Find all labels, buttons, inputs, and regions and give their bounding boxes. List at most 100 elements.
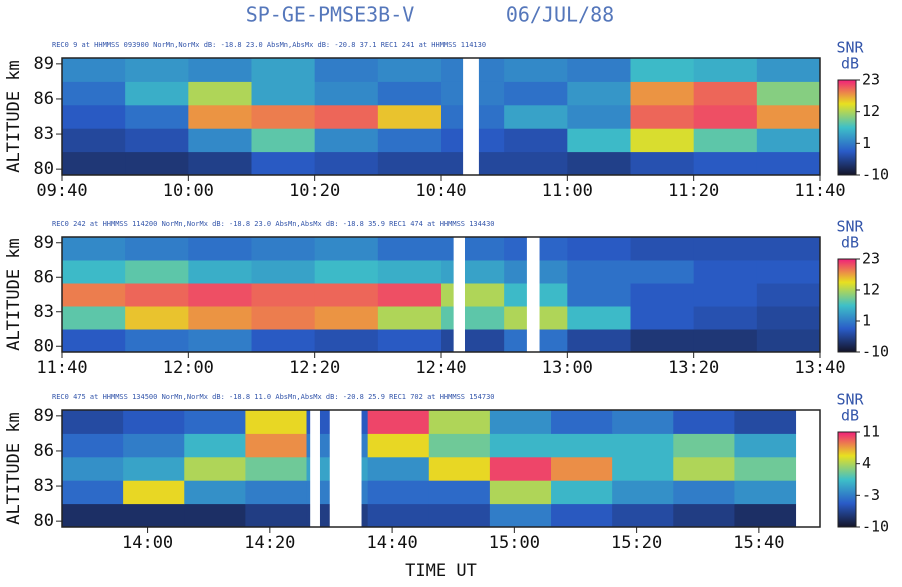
x-tick-label: 12:20 [289, 358, 340, 378]
cell [377, 283, 442, 307]
colorbar-label: SNR [836, 218, 864, 236]
x-tick-label: 15:20 [611, 533, 662, 553]
cell [612, 456, 674, 481]
y-tick-label: 80 [34, 511, 54, 531]
cell [62, 410, 124, 434]
cell [62, 503, 124, 527]
cell [567, 128, 631, 153]
cell [188, 151, 252, 175]
data-gap [453, 237, 466, 352]
cell [504, 151, 568, 175]
cell [314, 283, 379, 307]
colorbar-tick-label: 1 [862, 134, 871, 152]
data-gap [310, 410, 320, 527]
y-tick-label: 86 [34, 441, 54, 461]
cell [612, 480, 674, 505]
cell [184, 503, 246, 527]
cell [567, 329, 631, 352]
y-tick-label: 80 [34, 336, 54, 356]
cell [551, 503, 613, 527]
cell [630, 58, 695, 82]
cells [62, 410, 797, 527]
cell [693, 151, 758, 175]
cell [630, 104, 695, 129]
cell [693, 237, 758, 261]
colorbar-tick-label: 1 [862, 312, 871, 330]
y-tick-label: 83 [34, 124, 54, 144]
x-tick-label: 14:20 [244, 533, 295, 553]
y-axis-label: ALTITUDE km [4, 60, 24, 173]
cell [188, 104, 252, 129]
cell [551, 456, 613, 481]
y-tick-label: 89 [34, 54, 54, 74]
cell [62, 306, 126, 330]
cells [62, 58, 820, 175]
cell [504, 104, 568, 129]
cell [612, 433, 674, 458]
cell [441, 237, 505, 261]
cell [567, 283, 631, 307]
cell [673, 410, 735, 434]
cell [314, 128, 379, 153]
cell [251, 151, 316, 175]
cell [245, 503, 308, 527]
cell [489, 503, 552, 527]
cell [630, 260, 695, 284]
cell [693, 306, 758, 330]
x-tick-label: 14:00 [122, 533, 173, 553]
cell [125, 237, 189, 261]
cell [693, 81, 758, 106]
y-tick-label: 83 [34, 476, 54, 496]
cell [734, 480, 797, 505]
cell [441, 283, 505, 307]
cell [734, 456, 797, 481]
x-axis-label: TIME UT [405, 561, 477, 581]
cell [428, 410, 491, 434]
x-tick-label: 14:40 [367, 533, 418, 553]
cell [62, 260, 126, 284]
cell [251, 128, 316, 153]
cell [428, 433, 491, 458]
y-tick-label: 89 [34, 233, 54, 253]
cells [62, 237, 820, 352]
x-tick-label: 12:40 [415, 358, 466, 378]
cell [125, 104, 189, 129]
y-tick-label: 89 [34, 406, 54, 426]
panel-header: REC0 242 at HHMMSS 114200 NorMn,NorMx dB… [52, 220, 495, 228]
cell [62, 104, 126, 129]
cell [245, 410, 308, 434]
cell [612, 503, 674, 527]
cell [314, 237, 379, 261]
cell [756, 237, 820, 261]
cell [251, 237, 316, 261]
cell [125, 128, 189, 153]
x-tick-label: 10:00 [163, 181, 214, 201]
cell [756, 260, 820, 284]
x-tick-label: 13:00 [542, 358, 593, 378]
cell [62, 283, 126, 307]
cell [734, 433, 797, 458]
cell [251, 81, 316, 106]
cell [184, 456, 246, 481]
cell [314, 151, 379, 175]
cell [123, 433, 185, 458]
cell [630, 237, 695, 261]
cell [188, 306, 252, 330]
cell [245, 433, 308, 458]
cell [62, 58, 126, 82]
x-tick-label: 11:40 [794, 181, 845, 201]
x-tick-label: 15:00 [489, 533, 540, 553]
cell [245, 456, 308, 481]
cell [673, 480, 735, 505]
cell [251, 104, 316, 129]
cell [377, 306, 442, 330]
cell [377, 151, 442, 175]
cell [62, 456, 124, 481]
y-axis-label: ALTITUDE km [4, 412, 24, 525]
figure-date: 06/JUL/88 [506, 3, 614, 27]
cell [125, 283, 189, 307]
cell [428, 480, 491, 505]
cell [123, 503, 185, 527]
panel-header: REC0 9 at HHMMSS 093900 NorMn,NorMx dB: … [52, 41, 486, 49]
